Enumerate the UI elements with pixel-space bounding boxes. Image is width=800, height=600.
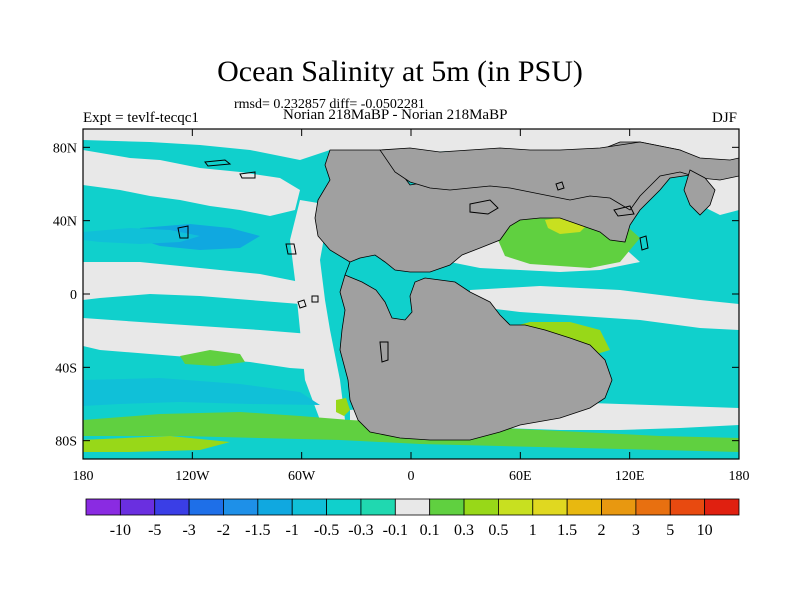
axis-ticks: 180 120W 60W 0 60E 120E 180 80N 40N 0 40S 80S [53,129,750,484]
y-tick-label-3: 40S [55,361,77,376]
coastline-details [177,159,649,363]
colorbar-swatch-12 [498,498,534,516]
colorbar-label-16: 5 [666,522,674,539]
colorbar-swatch-5 [257,498,293,516]
fresh-region-equatorial-band [83,228,200,244]
x-tick-label-2: 60W [288,469,316,484]
landmass-east-polar [683,169,716,216]
x-tick-label-3: 0 [408,469,415,484]
colorbar-swatch-0 [85,498,121,516]
colorbar-swatch-7 [326,498,362,516]
neutral-region-equatorial-pacific [83,262,320,304]
colorbar: -10 -5 -3 -2 -1.5 -1 -0.5 -0.3 -0.1 0.1 0.3 0.5 1 1.5… [85,498,740,539]
fresh-region-south-pacific-band [83,378,320,406]
y-tick-label-4: 80S [55,435,77,450]
colorbar-swatch-10 [429,498,465,516]
y-tick-label-2: 0 [70,288,77,303]
neutral-region-south-pacific [83,318,330,370]
colorbar-label-3: -2 [217,522,230,539]
colorbar-swatch-11 [463,498,499,516]
colorbar-swatch-2 [154,498,190,516]
colorbar-label-11: 0.5 [488,522,508,539]
neutral-region-west-coast [290,200,345,420]
runs-label: Norian 218MaBP - Norian 218MaBP [283,107,508,123]
x-tick-label-1: 120W [175,469,210,484]
colorbar-label-7: -0.3 [348,522,373,539]
salty-region-south-polar-patch [83,436,230,452]
colorbar-label-0: -10 [110,522,131,539]
colorbar-swatch-1 [119,498,156,516]
colorbar-label-6: -0.5 [314,522,339,539]
season-label: DJF [712,110,738,126]
x-tick-label-6: 180 [729,469,750,484]
neutral-region-east-ocean [470,286,739,330]
colorbar-label-2: -3 [182,522,195,539]
colorbar-swatch-4 [223,498,259,516]
neutral-region-north-pacific [83,150,300,216]
x-tick-label-0: 180 [73,469,94,484]
colorbar-swatch-13 [532,498,568,516]
colorbar-swatch-18 [704,498,740,516]
colorbar-swatch-16 [635,498,671,516]
colorbar-label-13: 1.5 [557,522,577,539]
colorbar-label-12: 1 [529,522,537,539]
colorbar-label-5: -1 [286,522,299,539]
colorbar-swatch-6 [291,498,327,516]
colorbar-label-15: 3 [632,522,640,539]
colorbar-label-4: -1.5 [245,522,270,539]
colorbar-swatch-8 [360,498,396,516]
colorbar-swatch-3 [188,498,224,516]
colorbar-label-10: 0.3 [454,522,474,539]
colorbar-swatch-14 [566,498,602,516]
landmass-north-block [379,141,739,211]
colorbar-swatch-9 [394,498,431,516]
colorbar-label-9: 0.1 [420,522,440,539]
map-plot-area [83,129,739,459]
stats-line: rmsd= 0.232857 diff= -0.0502281 [234,97,425,112]
salty-region-west-coast-patch [336,398,350,416]
y-tick-label-0: 80N [53,141,77,156]
chart-title: Ocean Salinity at 5m (in PSU) [217,55,583,88]
colorbar-swatch-15 [601,498,637,516]
y-tick-label-1: 40N [53,215,77,230]
salty-region-south-pacific-patch [180,350,245,366]
experiment-label: Expt = tevlf-tecqc1 [83,110,199,126]
x-tick-label-5: 120E [615,469,645,484]
colorbar-label-14: 2 [598,522,606,539]
colorbar-swatch-17 [669,498,706,516]
colorbar-label-17: 10 [697,522,713,539]
x-tick-label-4: 60E [509,469,532,484]
neutral-region-north-polar [83,129,739,160]
colorbar-label-8: -0.1 [383,522,408,539]
colorbar-label-1: -5 [148,522,161,539]
